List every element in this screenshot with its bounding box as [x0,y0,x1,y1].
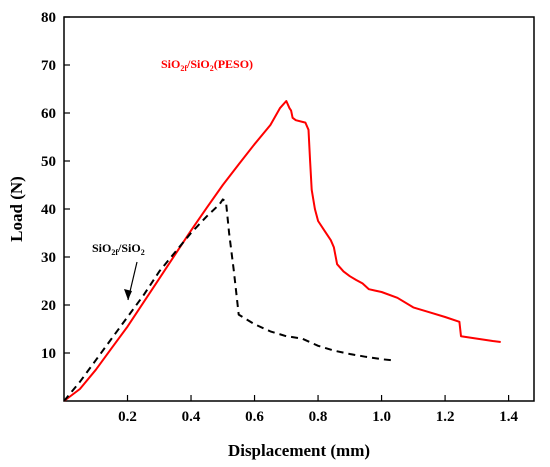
y-axis-title: Load (N) [7,176,26,242]
plot-frame [63,16,535,402]
x-tick-label: 0.8 [309,409,328,425]
x-tick-label: 0.4 [182,409,201,425]
y-tick-label: 20 [41,298,56,314]
x-tick-label: 1.4 [499,409,518,425]
arrow-annotation [124,261,138,301]
x-tick-label: 1.2 [436,409,455,425]
series-layer [63,100,501,402]
series-label-plain: SiO2f/SiO2 [92,241,145,257]
x-axis-ticks: 0.2 0.4 0.6 0.8 1.0 1.2 1.4 [118,395,518,425]
y-tick-label: 40 [41,202,56,218]
y-tick-label: 70 [41,58,56,74]
x-tick-label: 0.6 [245,409,264,425]
x-axis-title: Displacement (mm) [228,441,370,460]
x-tick-label: 1.0 [372,409,391,425]
y-tick-label: 50 [41,154,56,170]
series-line-1 [63,198,392,402]
series-label-peso: SiO2f/SiO2(PESO) [161,57,253,73]
y-tick-label: 60 [41,106,56,122]
y-tick-label: 30 [41,250,56,266]
y-axis-ticks: 10 20 30 40 50 60 70 80 [41,10,70,362]
y-tick-label: 80 [41,10,56,26]
x-tick-label: 0.2 [118,409,137,425]
y-tick-label: 10 [41,346,56,362]
